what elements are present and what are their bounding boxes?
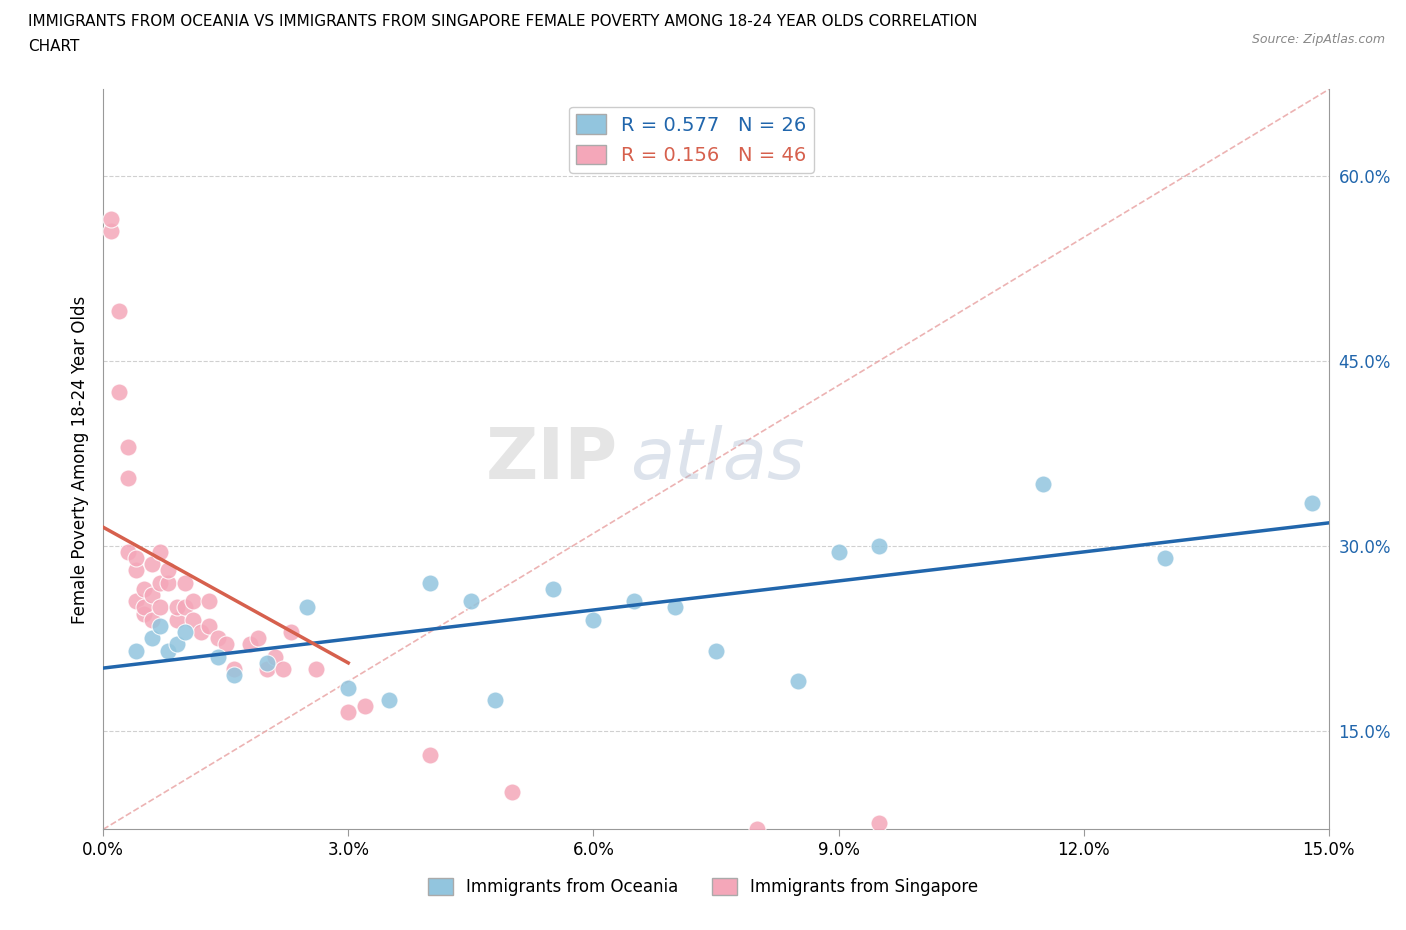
Point	[117, 471, 139, 485]
Point	[256, 656, 278, 671]
Point	[353, 698, 375, 713]
Point	[419, 748, 441, 763]
Point	[100, 211, 122, 226]
Point	[271, 661, 294, 676]
Point	[280, 625, 302, 640]
Point	[868, 538, 890, 553]
Point	[460, 593, 482, 608]
Point	[181, 612, 204, 627]
Point	[704, 644, 727, 658]
Point	[501, 785, 523, 800]
Legend: Immigrants from Oceania, Immigrants from Singapore: Immigrants from Oceania, Immigrants from…	[422, 871, 984, 903]
Point	[141, 631, 163, 645]
Point	[337, 680, 360, 695]
Point	[247, 631, 270, 645]
Point	[149, 544, 172, 559]
Point	[419, 576, 441, 591]
Point	[166, 637, 188, 652]
Point	[125, 644, 148, 658]
Point	[1154, 551, 1177, 565]
Point	[786, 674, 808, 689]
Point	[263, 649, 285, 664]
Point	[222, 668, 245, 683]
Point	[132, 581, 155, 596]
Point	[117, 544, 139, 559]
Point	[117, 440, 139, 455]
Point	[297, 600, 319, 615]
Point	[157, 563, 180, 578]
Point	[378, 693, 401, 708]
Point	[141, 612, 163, 627]
Point	[256, 661, 278, 676]
Point	[141, 588, 163, 603]
Point	[198, 593, 221, 608]
Point	[173, 600, 195, 615]
Point	[337, 705, 360, 720]
Legend: R = 0.577   N = 26, R = 0.156   N = 46: R = 0.577 N = 26, R = 0.156 N = 46	[568, 107, 814, 173]
Point	[173, 576, 195, 591]
Point	[125, 551, 148, 565]
Point	[1301, 495, 1323, 510]
Point	[541, 581, 564, 596]
Point	[582, 612, 605, 627]
Point	[108, 304, 131, 319]
Point	[239, 637, 262, 652]
Point	[157, 644, 180, 658]
Point	[1032, 476, 1054, 491]
Text: atlas: atlas	[630, 425, 804, 494]
Point	[149, 618, 172, 633]
Point	[141, 557, 163, 572]
Text: IMMIGRANTS FROM OCEANIA VS IMMIGRANTS FROM SINGAPORE FEMALE POVERTY AMONG 18-24 : IMMIGRANTS FROM OCEANIA VS IMMIGRANTS FR…	[28, 14, 977, 29]
Point	[132, 606, 155, 621]
Point	[125, 563, 148, 578]
Point	[166, 612, 188, 627]
Text: ZIP: ZIP	[485, 425, 617, 494]
Point	[190, 625, 212, 640]
Point	[207, 649, 229, 664]
Point	[173, 625, 195, 640]
Point	[157, 576, 180, 591]
Point	[198, 618, 221, 633]
Point	[181, 593, 204, 608]
Text: CHART: CHART	[28, 39, 80, 54]
Point	[125, 593, 148, 608]
Point	[100, 224, 122, 239]
Point	[108, 384, 131, 399]
Point	[827, 544, 849, 559]
Point	[149, 600, 172, 615]
Y-axis label: Female Poverty Among 18-24 Year Olds: Female Poverty Among 18-24 Year Olds	[72, 295, 89, 623]
Point	[484, 693, 506, 708]
Point	[304, 661, 326, 676]
Point	[166, 600, 188, 615]
Point	[664, 600, 686, 615]
Point	[868, 816, 890, 830]
Point	[207, 631, 229, 645]
Point	[215, 637, 238, 652]
Point	[149, 576, 172, 591]
Point	[745, 822, 768, 837]
Text: Source: ZipAtlas.com: Source: ZipAtlas.com	[1251, 33, 1385, 46]
Point	[623, 593, 645, 608]
Point	[222, 661, 245, 676]
Point	[132, 600, 155, 615]
